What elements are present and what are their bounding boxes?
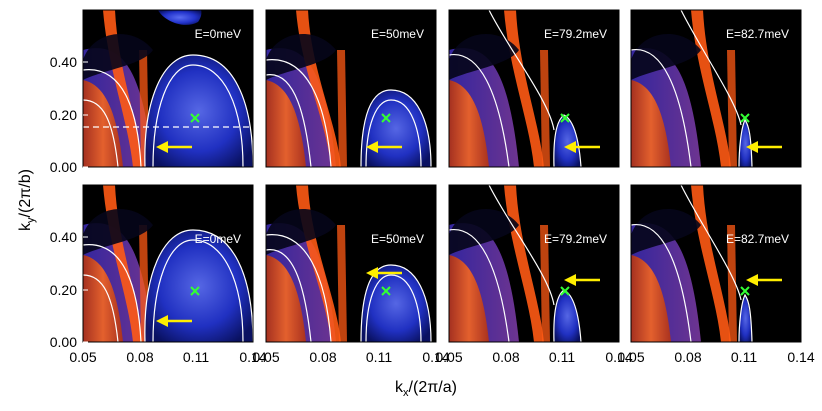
panel-row1-col3: E=79.2meV (448, 9, 620, 168)
arrow-marker (564, 274, 600, 286)
energy-label: E=50meV (371, 232, 424, 246)
y-tick-label: 0.40 (50, 54, 77, 70)
energy-label: E=82.7meV (726, 27, 789, 41)
x-tick-label: 0.14 (605, 349, 632, 365)
panel-row1-col1: E=0meV (82, 9, 254, 168)
x-tick-label: 0.14 (239, 349, 266, 365)
energy-label: E=50meV (371, 27, 424, 41)
x-tick-label: 0.08 (492, 349, 519, 365)
x-axis-title: kx/(2π/a) (395, 379, 457, 399)
x-tick-label: 0.11 (549, 349, 575, 365)
y-tick-label: 0.20 (50, 282, 77, 298)
y-axis-title: ky/(2π/b) (17, 169, 37, 231)
cross-marker (381, 113, 391, 123)
y-tick-label: 0.40 (50, 229, 77, 245)
x-tick-label: 0.08 (309, 349, 336, 365)
y-tick-label: 0.00 (50, 159, 77, 175)
cross-marker (740, 113, 750, 123)
x-tick-label: 0.08 (674, 349, 701, 365)
energy-label: E=82.7meV (726, 232, 789, 246)
arrow-marker (156, 315, 192, 327)
cross-marker (560, 286, 570, 296)
arrow-marker (746, 141, 782, 153)
y-tick-label: 0.00 (50, 334, 77, 350)
x-tick-label: 0.05 (252, 349, 279, 365)
arrow-marker (156, 141, 192, 153)
energy-label: E=0meV (195, 232, 241, 246)
cross-marker (740, 286, 750, 296)
panel-row1-col2: E=50meV (265, 9, 437, 168)
y-axis-tick-labels: 0.00 0.20 0.40 0.00 0.20 0.40 (50, 54, 77, 350)
y-tick-label: 0.20 (50, 107, 77, 123)
x-tick-label: 0.11 (731, 349, 757, 365)
x-tick-label: 0.11 (183, 349, 209, 365)
arrow-marker (746, 274, 782, 286)
energy-label: E=79.2meV (544, 232, 607, 246)
panel-row1-col4: E=82.7meV (630, 9, 802, 168)
x-tick-label: 0.05 (69, 349, 96, 365)
cross-marker (381, 286, 391, 296)
energy-label: E=79.2meV (544, 27, 607, 41)
panel-row2-col1: E=0meV (82, 184, 254, 343)
panel-row2-col3: E=79.2meV (448, 184, 620, 343)
arrow-marker (366, 267, 402, 279)
energy-label: E=0meV (195, 27, 241, 41)
x-tick-label: 0.11 (366, 349, 392, 365)
x-tick-label: 0.05 (617, 349, 644, 365)
cross-marker (190, 286, 200, 296)
x-tick-label: 0.14 (422, 349, 449, 365)
x-tick-label: 0.14 (787, 349, 814, 365)
cross-marker (560, 113, 570, 123)
arrow-marker (564, 141, 600, 153)
x-tick-label: 0.05 (435, 349, 462, 365)
x-axis-tick-labels: 0.05 0.08 0.11 0.140.05 0.08 0.11 0.140.05 0.08… (69, 349, 814, 365)
arrow-marker (366, 141, 402, 153)
panel-row2-col4: E=82.7meV (630, 184, 802, 343)
panel-row2-col2: E=50meV (265, 184, 437, 343)
x-tick-label: 0.08 (126, 349, 153, 365)
cross-marker (190, 113, 200, 123)
panels-layer: E=0meV E=50meV E=79.2meV E=82.7meV E=0meV E=5… (82, 9, 802, 343)
